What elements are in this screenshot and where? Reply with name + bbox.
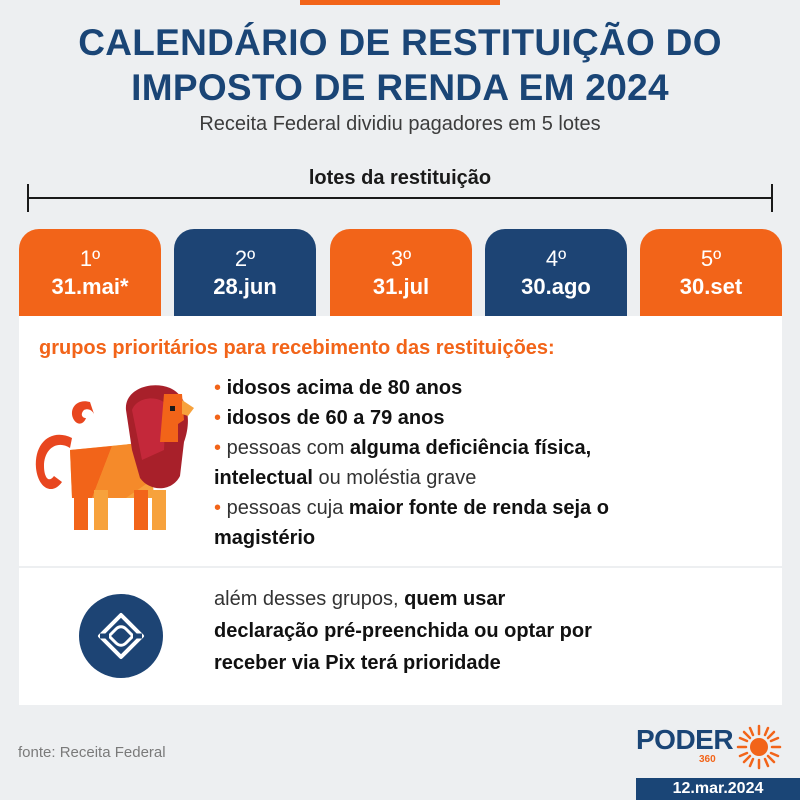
pix-text-bold: quem usar <box>404 588 506 610</box>
bullet-dot: • <box>214 497 222 519</box>
list-item-continuation: intelectual ou moléstia grave <box>214 463 774 493</box>
bullet-dot: • <box>214 407 222 429</box>
lot-number: 5º <box>700 246 722 271</box>
pix-icon <box>98 613 144 659</box>
priority-list: • idosos acima de 80 anos • idosos de 60… <box>214 373 774 553</box>
item-text: pessoas com <box>226 437 350 459</box>
pix-line-2: declaração pré-preenchida ou optar por <box>214 615 734 647</box>
item-text-bold: magistério <box>214 527 316 549</box>
sun-icon <box>736 724 782 770</box>
lot-card-4: 4º 30.ago <box>485 229 627 316</box>
item-text-bold: alguma deficiência física, <box>349 437 592 459</box>
page-title: CALENDÁRIO DE RESTITUIÇÃO DO IMPOSTO DE … <box>0 20 800 110</box>
item-text: pessoas cuja <box>226 497 349 519</box>
lot-number: 4º <box>545 246 567 271</box>
subtitle: Receita Federal dividiu pagadores em 5 l… <box>199 113 601 135</box>
lot-card-1: 1º 31.mai* <box>19 229 161 316</box>
lot-date: 31.jul <box>372 274 430 299</box>
list-item: • idosos de 60 a 79 anos <box>214 403 774 433</box>
top-accent-bar <box>300 0 500 5</box>
list-item: • pessoas cuja maior fonte de renda seja… <box>214 493 774 523</box>
lot-number: 2º <box>234 246 256 271</box>
lot-card-3: 3º 31.jul <box>330 229 472 316</box>
lion-icon <box>35 385 194 530</box>
logo-text: PODER <box>636 724 734 755</box>
bullet-dot: • <box>214 437 222 459</box>
item-text: idosos de 60 a 79 anos <box>226 407 445 429</box>
item-text: ou moléstia grave <box>312 467 477 489</box>
lot-card-5: 5º 30.set <box>640 229 782 316</box>
pix-line-1: além desses grupos, quem usar <box>214 583 734 615</box>
publish-date: 12.mar.2024 <box>636 778 800 800</box>
timeline-label: lotes da restituição <box>308 167 492 189</box>
bullet-dot: • <box>214 377 222 399</box>
pix-text-normal: além desses grupos, <box>214 588 405 610</box>
list-item: • pessoas com alguma deficiência física, <box>214 433 774 463</box>
lot-date: 30.set <box>679 274 743 299</box>
source-note: fonte: Receita Federal <box>18 744 166 761</box>
item-text-bold: maior fonte de renda seja o <box>348 497 609 519</box>
pix-description: além desses grupos, quem usar declaração… <box>214 583 734 679</box>
lot-number: 1º <box>79 246 101 271</box>
pix-text-bold: declaração pré-preenchida ou optar por <box>214 620 592 642</box>
lot-number: 3º <box>390 246 412 271</box>
timeline-line <box>28 197 772 199</box>
item-text: idosos acima de 80 anos <box>226 377 463 399</box>
lot-date: 28.jun <box>213 274 277 299</box>
list-item-continuation: magistério <box>214 523 774 553</box>
pix-badge <box>79 594 163 678</box>
list-item: • idosos acima de 80 anos <box>214 373 774 403</box>
priority-title: grupos prioritários para recebimento das… <box>39 337 555 359</box>
logo-number: 360 <box>699 754 716 765</box>
lot-card-2: 2º 28.jun <box>174 229 316 316</box>
title-line-1: CALENDÁRIO DE RESTITUIÇÃO DO <box>78 22 722 63</box>
pix-line-3: receber via Pix terá prioridade <box>214 647 734 679</box>
item-text-bold: intelectual <box>214 467 313 489</box>
pix-text-bold: receber via Pix terá prioridade <box>214 652 501 674</box>
lot-date: 31.mai* <box>51 274 129 299</box>
title-line-2: IMPOSTO DE RENDA EM 2024 <box>131 67 669 108</box>
timeline-tick-end <box>771 184 773 212</box>
poder360-logo: PODER 360 <box>636 724 782 770</box>
lot-date: 30.ago <box>521 274 591 299</box>
timeline-tick-start <box>27 184 29 212</box>
